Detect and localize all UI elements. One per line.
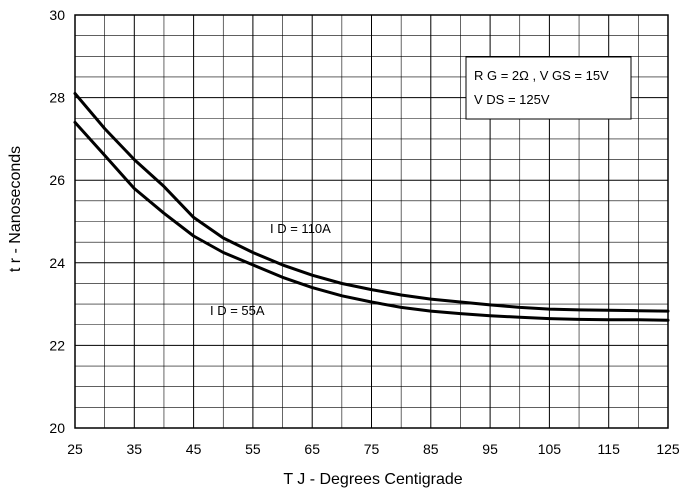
x-tick-label: 105	[538, 441, 562, 457]
x-tick-label: 65	[304, 441, 320, 457]
x-tick-label: 45	[186, 441, 202, 457]
conditions-box: R G = 2Ω , V GS = 15V V DS = 125V	[465, 56, 632, 120]
x-tick-label: 55	[245, 441, 261, 457]
series-line-0	[73, 92, 670, 313]
y-tick-label: 30	[49, 7, 65, 23]
x-tick-label: 25	[67, 441, 83, 457]
x-tick-label: 35	[127, 441, 143, 457]
conditions-line-1: R G = 2Ω , V GS = 15V	[474, 68, 609, 83]
series-line-1	[73, 120, 670, 322]
x-tick-label: 95	[482, 441, 498, 457]
plot-frame	[74, 14, 669, 429]
y-tick-label: 20	[49, 420, 65, 436]
y-tick-label: 22	[49, 337, 65, 353]
chart-tick-labels: 25 35 45 55 65 75 85 95 105 115 125 20 22 24 26 28 30	[49, 7, 679, 457]
x-tick-label: 115	[598, 441, 621, 457]
x-tick-label: 75	[364, 441, 380, 457]
chart-series	[73, 92, 670, 322]
y-tick-label: 24	[49, 255, 65, 271]
x-tick-label: 85	[423, 441, 439, 457]
y-axis-label: t r - Nanoseconds	[7, 146, 24, 272]
series-label-55a: I D = 55A	[210, 303, 265, 318]
y-tick-label: 28	[49, 90, 65, 106]
y-tick-label: 26	[49, 172, 65, 188]
series-label-110a: I D = 110A	[270, 221, 331, 236]
conditions-line-2: V DS = 125V	[474, 92, 550, 107]
x-axis-label: T J - Degrees Centigrade	[283, 471, 462, 488]
x-tick-label: 125	[656, 441, 680, 457]
